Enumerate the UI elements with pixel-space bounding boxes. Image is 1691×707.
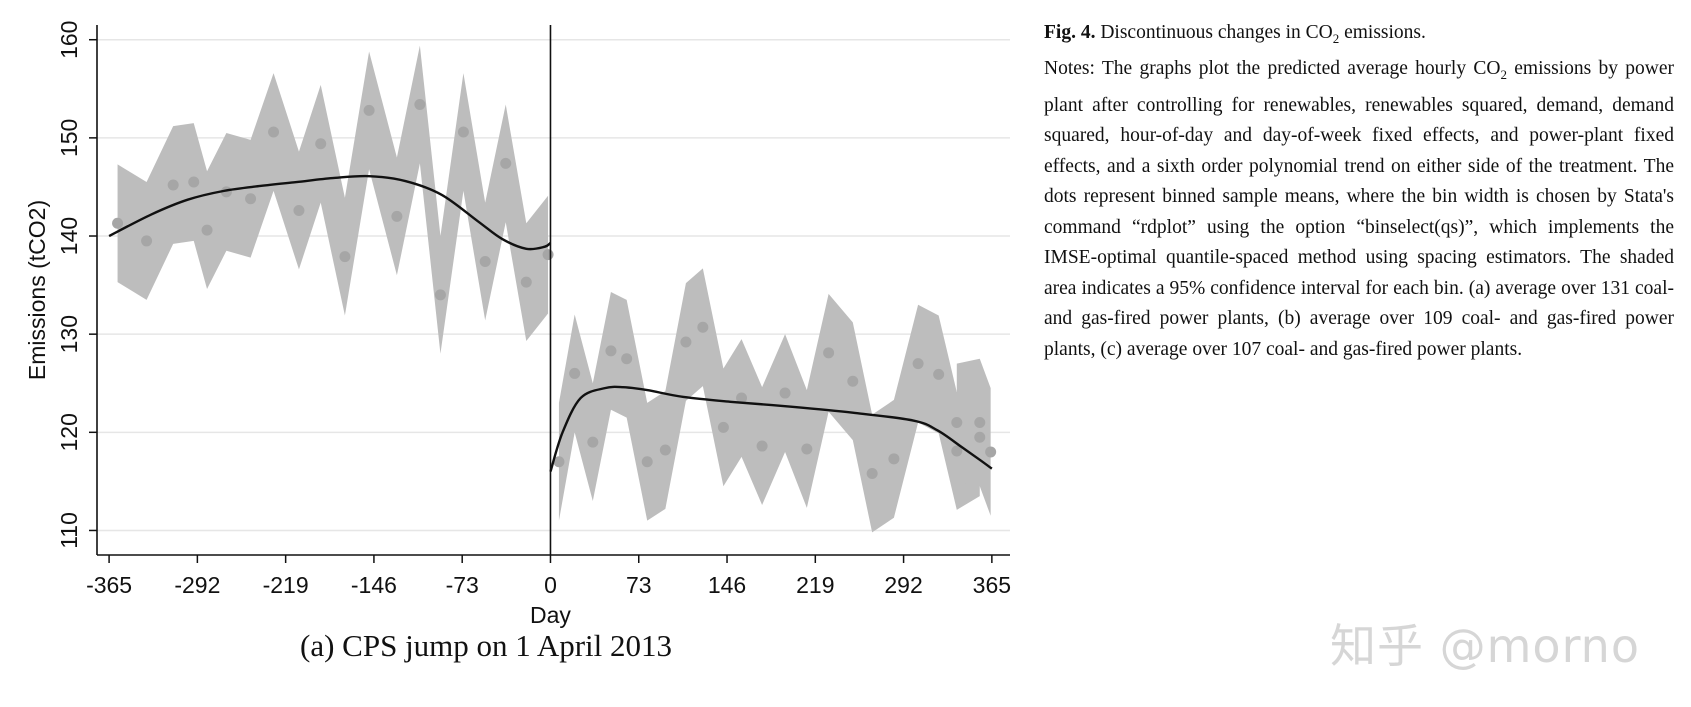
x-tick-label: 73 [626, 572, 652, 598]
notes-body: Notes: The graphs plot the predicted ave… [1044, 54, 1674, 365]
x-tick-label: 292 [884, 572, 922, 598]
bin-mean-right [866, 468, 878, 480]
bin-mean-right [779, 387, 791, 399]
ci-band-left [117, 45, 549, 354]
fit-curve-right [549, 385, 993, 472]
fig-label: Fig. 4. [1044, 22, 1096, 43]
bin-mean-right [553, 456, 565, 468]
bin-mean-left [391, 210, 403, 222]
bin-mean-right [801, 443, 813, 455]
fig-title-part: Discontinuous changes in CO [1100, 22, 1333, 43]
bin-mean-left [542, 249, 554, 261]
fig-title: Discontinuous changes in CO2 emissions. [1100, 22, 1426, 46]
bin-mean-left [339, 251, 351, 263]
fit-curve-left [108, 174, 552, 251]
axes [89, 25, 1010, 563]
ci-band-right-end [956, 358, 991, 516]
fitted-curves [108, 174, 993, 472]
bin-mean-left [315, 138, 327, 150]
bin-mean-left [500, 157, 512, 169]
x-tick-label: -292 [174, 572, 220, 598]
bin-mean-right [847, 375, 859, 387]
x-tick-label: -73 [446, 572, 479, 598]
bin-mean-right [641, 456, 653, 468]
y-axis-title: Emissions (tCO2) [24, 200, 50, 380]
fig-title-end: emissions. [1344, 22, 1426, 43]
x-tick-label: -219 [263, 572, 309, 598]
bin-mean-right [933, 368, 945, 380]
bin-mean-right [717, 421, 729, 433]
bin-mean-right [951, 417, 963, 428]
y-tick-label: 110 [56, 512, 82, 549]
tick-labels: 110 120 130 140 150 160 -365 -292 -219 -146 -73 0 73… [56, 21, 1011, 598]
y-tick-label: 130 [56, 315, 82, 353]
bin-mean-left [201, 224, 213, 236]
x-tick-label: 146 [708, 572, 746, 598]
bin-mean-right [756, 440, 768, 452]
bin-mean-right [985, 446, 997, 458]
bin-mean-left [363, 104, 375, 116]
bin-mean-left [188, 176, 200, 188]
bin-mean-right [951, 445, 963, 457]
x-tick-label: 219 [796, 572, 834, 598]
bin-means [112, 99, 997, 480]
y-tick-label: 140 [56, 217, 82, 255]
bin-mean-right [659, 444, 671, 456]
bin-mean-right [888, 453, 900, 465]
bin-mean-left [112, 217, 124, 229]
ci-band-right [558, 268, 980, 533]
rd-chart: 110 120 130 140 150 160 -365 -292 -219 -146 -73 0 73… [24, 21, 1011, 628]
x-axis-title: Day [530, 602, 571, 628]
bin-mean-right [974, 417, 986, 428]
bin-mean-left [520, 276, 532, 288]
fig-title-sub: 2 [1332, 30, 1340, 46]
bin-mean-left [414, 99, 426, 110]
bin-mean-left [479, 256, 491, 268]
bin-mean-right [697, 321, 709, 333]
y-tick-label: 160 [56, 21, 82, 59]
bin-mean-right [823, 347, 835, 359]
bin-mean-right [569, 367, 581, 379]
x-tick-label: 365 [973, 572, 1011, 598]
notes-heading: Fig. 4. Discontinuous changes in CO2 emi… [1044, 18, 1674, 54]
y-tick-label: 120 [56, 413, 82, 451]
figure-notes: Fig. 4. Discontinuous changes in CO2 emi… [1044, 18, 1674, 365]
bin-mean-left [245, 193, 257, 205]
bin-mean-right [605, 345, 617, 357]
watermark: 知乎 @morno [1330, 619, 1640, 673]
bin-mean-left [167, 179, 179, 191]
x-tick-label: -146 [351, 572, 397, 598]
bin-mean-left [293, 205, 305, 216]
notes-text-rest: emissions by power plant after controlli… [1044, 58, 1675, 360]
notes-text-start: Notes: The graphs plot the predicted ave… [1044, 58, 1501, 80]
notes-text-sub: 2 [1500, 67, 1507, 83]
bin-mean-right [587, 436, 599, 448]
y-tick-label: 150 [56, 119, 82, 157]
x-tick-label: 0 [544, 572, 557, 598]
figure-caption: (a) CPS jump on 1 April 2013 [300, 628, 673, 663]
bin-mean-left [141, 235, 153, 247]
bin-mean-right [912, 358, 924, 370]
bin-mean-left [268, 126, 280, 138]
bin-mean-left [434, 289, 446, 301]
bin-mean-right [680, 336, 692, 348]
confidence-bands [117, 45, 991, 533]
bin-mean-right [621, 353, 633, 365]
bin-mean-right [974, 431, 986, 443]
bin-mean-left [457, 126, 469, 138]
x-tick-label: -365 [86, 572, 132, 598]
bin-mean-right [736, 392, 748, 404]
